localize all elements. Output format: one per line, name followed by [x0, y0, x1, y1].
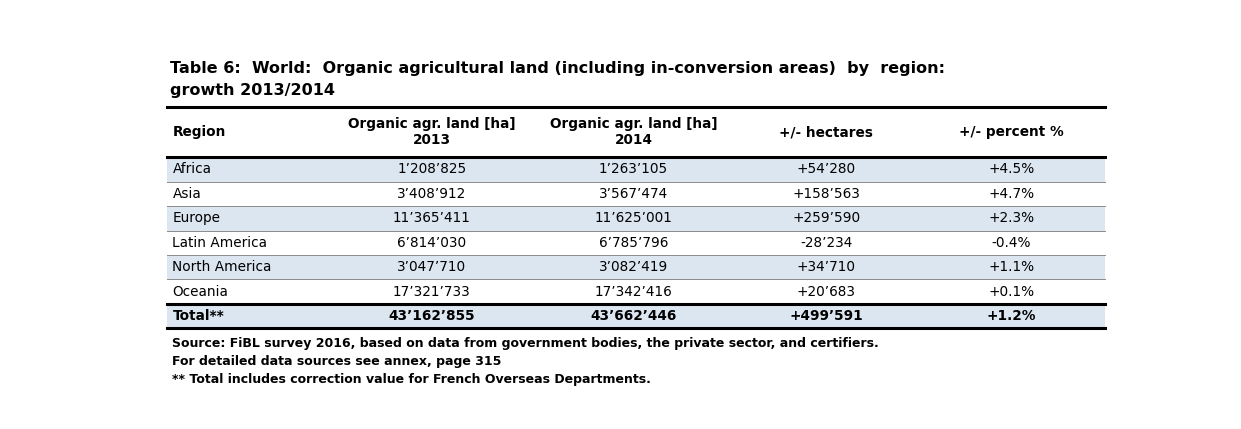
Text: Region: Region	[172, 125, 226, 139]
Text: +499’591: +499’591	[789, 309, 862, 323]
Text: growth 2013/2014: growth 2013/2014	[170, 83, 335, 98]
Text: 1’208’825: 1’208’825	[397, 163, 467, 176]
Text: 3’567’474: 3’567’474	[599, 187, 669, 201]
Text: 3’408’912: 3’408’912	[397, 187, 467, 201]
Text: +4.5%: +4.5%	[988, 163, 1035, 176]
Bar	[166, 255, 1106, 279]
Text: For detailed data sources see annex, page 315: For detailed data sources see annex, pag…	[172, 355, 501, 368]
Text: 17’342’416: 17’342’416	[594, 284, 673, 299]
Text: Source: FiBL survey 2016, based on data from government bodies, the private sect: Source: FiBL survey 2016, based on data …	[172, 337, 879, 350]
Text: Organic agr. land [ha]
2013: Organic agr. land [ha] 2013	[347, 117, 515, 148]
Text: +1.2%: +1.2%	[987, 309, 1036, 323]
Bar	[166, 181, 1106, 206]
Bar	[166, 107, 1106, 157]
Text: +20’683: +20’683	[797, 284, 855, 299]
Text: +/- percent %: +/- percent %	[959, 125, 1064, 139]
Text: -0.4%: -0.4%	[992, 236, 1031, 250]
Text: +54’280: +54’280	[797, 163, 855, 176]
Bar	[166, 279, 1106, 304]
Text: +1.1%: +1.1%	[988, 260, 1035, 274]
Text: Europe: Europe	[172, 211, 221, 225]
Text: 17’321’733: 17’321’733	[393, 284, 470, 299]
Text: Table 6:  World:  Organic agricultural land (including in-conversion areas)  by : Table 6: World: Organic agricultural lan…	[170, 61, 944, 76]
Bar	[166, 157, 1106, 181]
Text: +/- hectares: +/- hectares	[779, 125, 872, 139]
Text: 3’047’710: 3’047’710	[397, 260, 467, 274]
Text: Africa: Africa	[172, 163, 211, 176]
Text: ** Total includes correction value for French Overseas Departments.: ** Total includes correction value for F…	[172, 373, 652, 386]
Text: North America: North America	[172, 260, 272, 274]
Text: 11’365’411: 11’365’411	[393, 211, 470, 225]
Text: 3’082’419: 3’082’419	[599, 260, 669, 274]
Text: +259’590: +259’590	[792, 211, 860, 225]
Text: +0.1%: +0.1%	[988, 284, 1035, 299]
Text: Total**: Total**	[172, 309, 225, 323]
Text: 11’625’001: 11’625’001	[594, 211, 673, 225]
Bar	[166, 304, 1106, 328]
Text: +34’710: +34’710	[797, 260, 855, 274]
Text: 43’662’446: 43’662’446	[591, 309, 676, 323]
Text: 6’785’796: 6’785’796	[599, 236, 669, 250]
Text: -28’234: -28’234	[800, 236, 853, 250]
Text: Latin America: Latin America	[172, 236, 268, 250]
Text: 6’814’030: 6’814’030	[397, 236, 467, 250]
Bar	[166, 206, 1106, 230]
Text: Asia: Asia	[172, 187, 201, 201]
Text: +2.3%: +2.3%	[988, 211, 1035, 225]
Text: +158’563: +158’563	[792, 187, 860, 201]
Text: 1’263’105: 1’263’105	[599, 163, 669, 176]
Text: 43’162’855: 43’162’855	[388, 309, 475, 323]
Text: Organic agr. land [ha]
2014: Organic agr. land [ha] 2014	[550, 117, 717, 148]
Text: Oceania: Oceania	[172, 284, 228, 299]
Text: +4.7%: +4.7%	[988, 187, 1035, 201]
Bar	[166, 230, 1106, 255]
